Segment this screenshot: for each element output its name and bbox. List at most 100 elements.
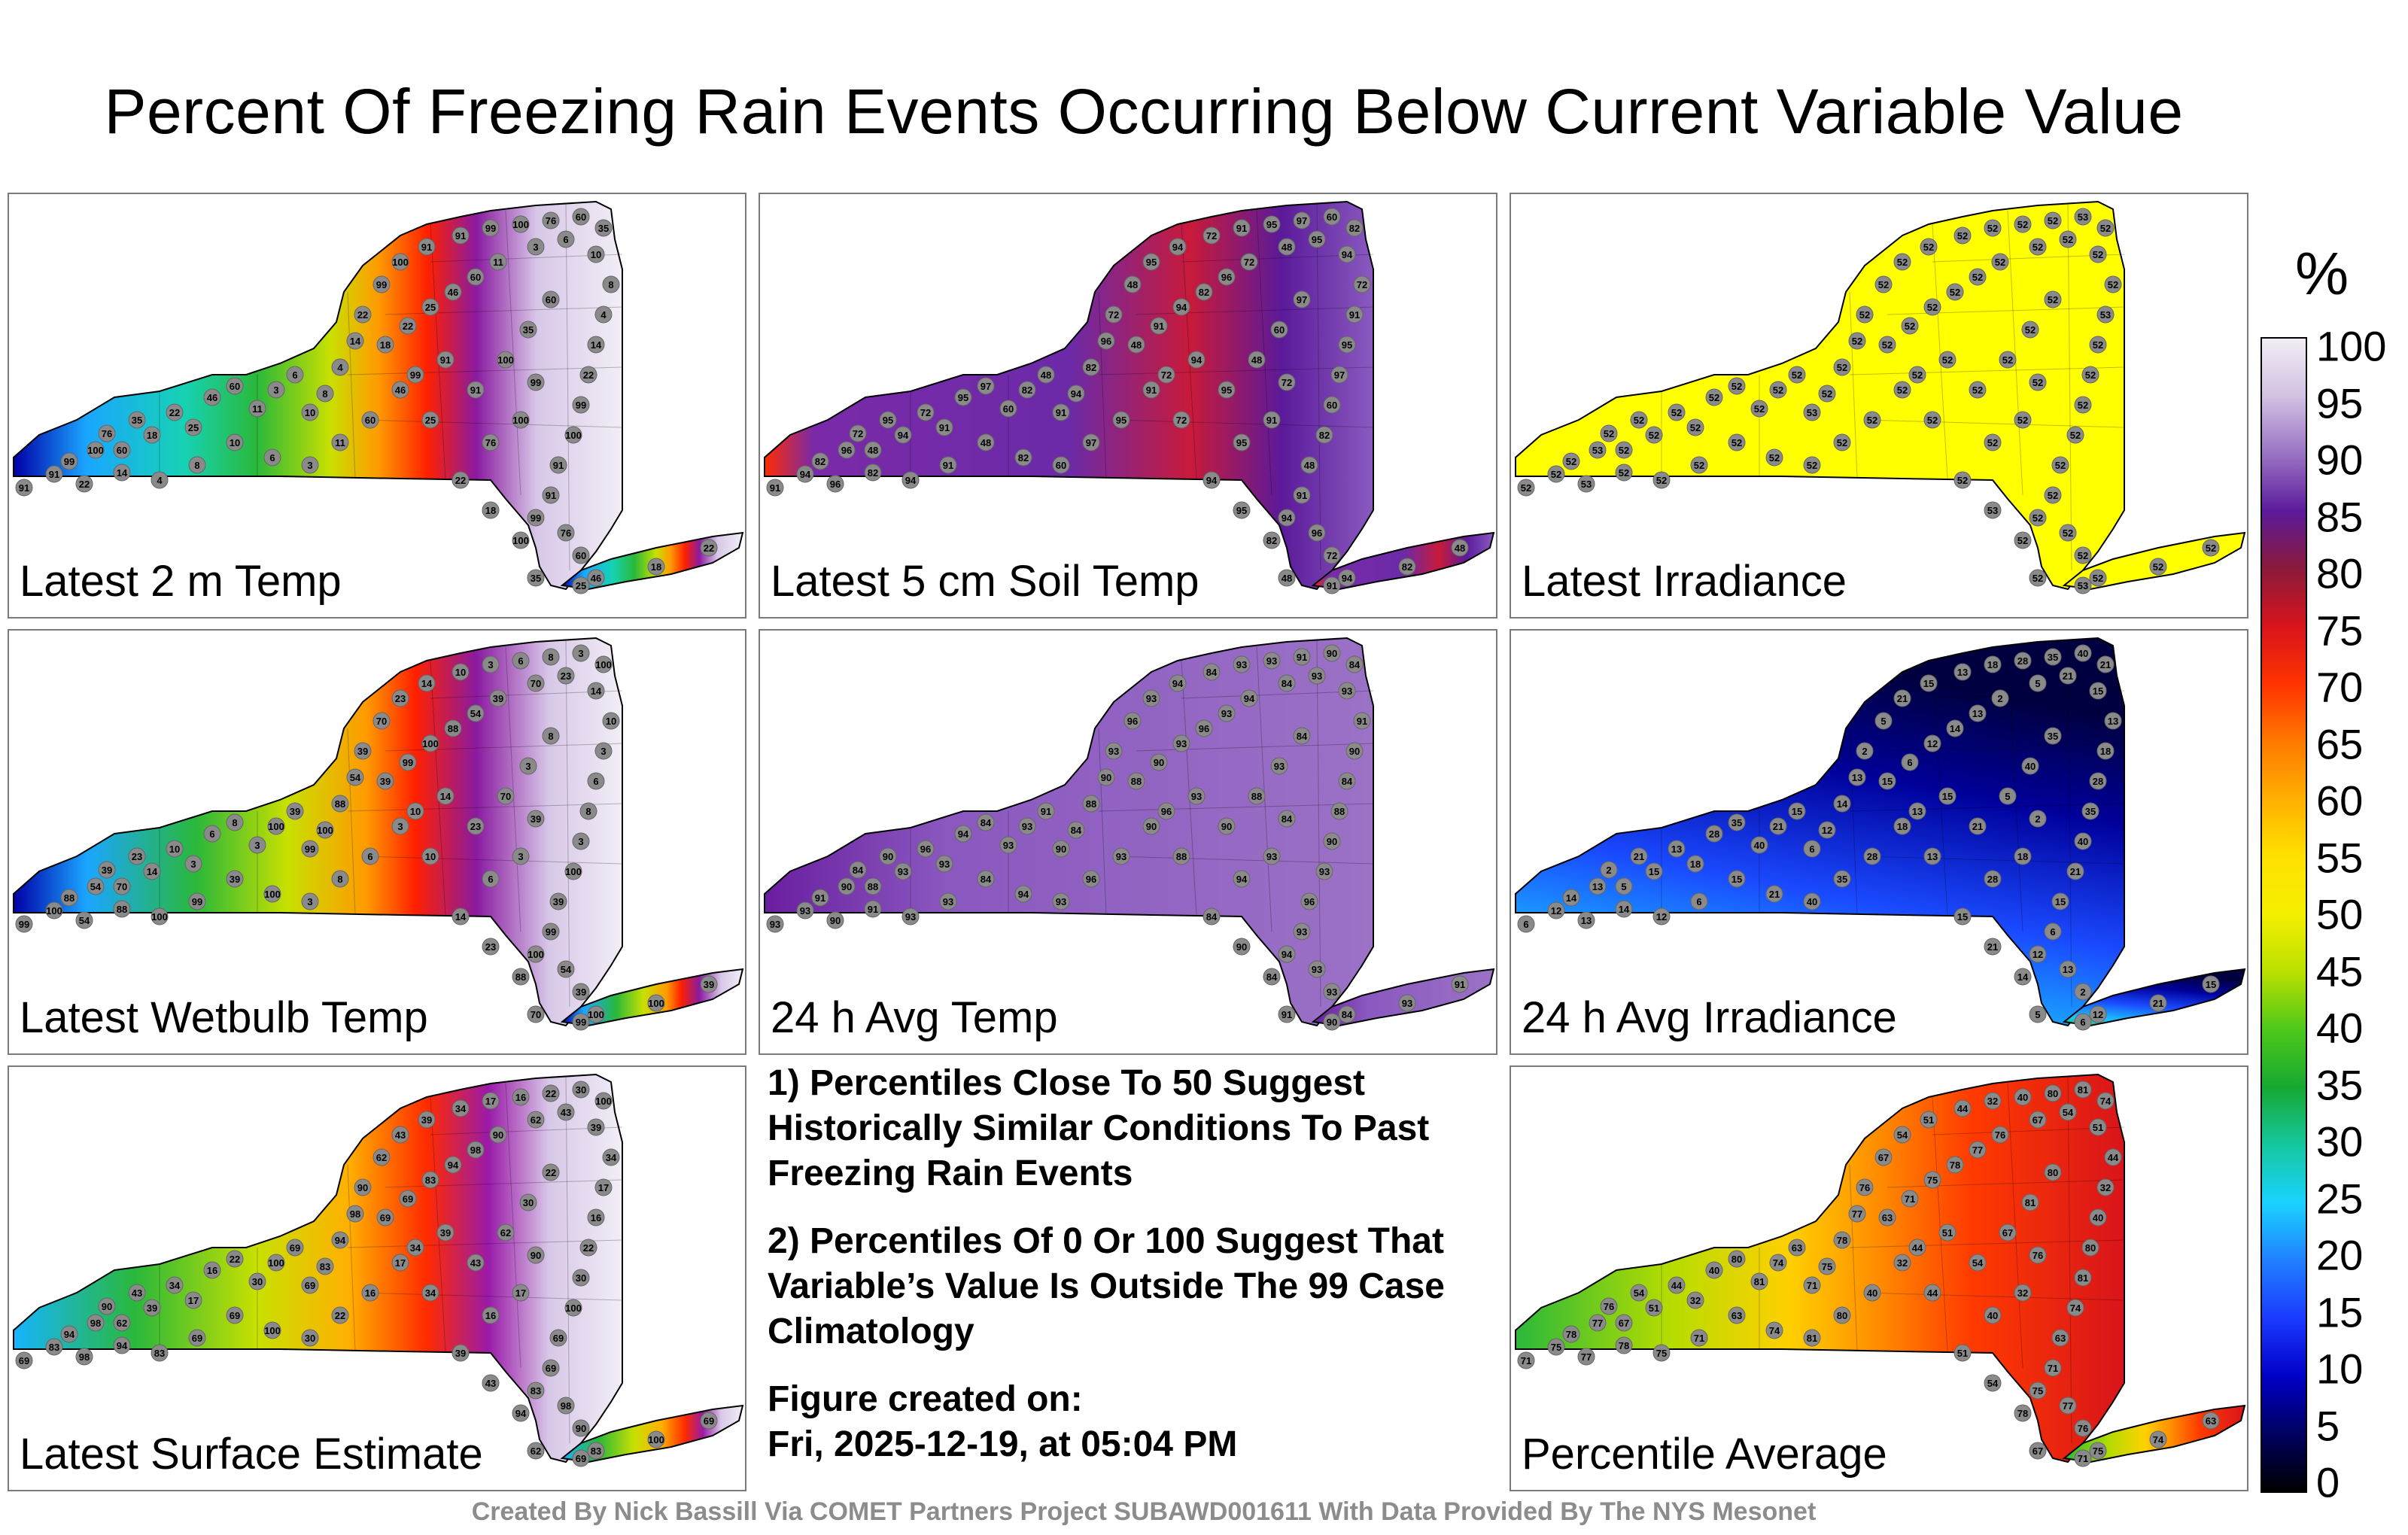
map-panel-3: 52 52 52 53 52 52 52 52 52 52 52 52 52 52 52 53 52 52 52 52… xyxy=(1510,193,2248,619)
svg-text:39: 39 xyxy=(553,896,564,907)
svg-text:97: 97 xyxy=(1297,215,1307,226)
svg-text:6: 6 xyxy=(593,776,598,787)
station-marker: 23 xyxy=(128,847,146,865)
station-marker: 93 xyxy=(1218,704,1236,722)
svg-text:39: 39 xyxy=(704,979,714,990)
station-marker: 91 xyxy=(549,456,567,474)
station-marker: 93 xyxy=(1018,817,1036,835)
svg-text:52: 52 xyxy=(2055,460,2066,471)
station-marker: 52 xyxy=(2044,290,2062,309)
station-marker: 43 xyxy=(557,1103,575,1121)
station-marker: 95 xyxy=(879,411,897,429)
station-marker: 52 xyxy=(1765,448,1783,467)
svg-text:18: 18 xyxy=(1987,659,1998,670)
station-marker: 75 xyxy=(1547,1338,1565,1356)
station-marker: 52 xyxy=(2089,569,2107,587)
station-marker: 69 xyxy=(286,1239,304,1257)
svg-text:17: 17 xyxy=(188,1295,199,1306)
svg-text:23: 23 xyxy=(470,821,481,832)
svg-text:75: 75 xyxy=(1927,1175,1938,1186)
station-marker: 91 xyxy=(436,351,455,369)
svg-text:18: 18 xyxy=(147,430,157,441)
svg-text:48: 48 xyxy=(1304,460,1315,471)
station-marker: 34 xyxy=(166,1276,184,1294)
station-marker: 63 xyxy=(1878,1208,1896,1226)
station-marker: 3 xyxy=(267,381,285,399)
station-marker: 76 xyxy=(2029,1246,2047,1264)
station-marker: 53 xyxy=(1589,441,1607,459)
svg-text:76: 76 xyxy=(2078,1423,2088,1434)
svg-text:72: 72 xyxy=(1357,279,1367,290)
svg-text:83: 83 xyxy=(425,1175,436,1186)
svg-text:54: 54 xyxy=(1987,1378,1999,1389)
station-marker: 100 xyxy=(267,817,285,835)
svg-text:4: 4 xyxy=(600,309,607,321)
svg-text:14: 14 xyxy=(440,791,451,802)
station-marker: 12 xyxy=(2029,945,2047,963)
svg-text:60: 60 xyxy=(230,381,240,392)
svg-text:95: 95 xyxy=(1116,415,1126,426)
station-marker: 94 xyxy=(1172,298,1190,316)
note-1: 1) Percentiles Close To 50 Suggest Histo… xyxy=(768,1063,1430,1193)
svg-text:30: 30 xyxy=(576,1084,586,1096)
svg-text:39: 39 xyxy=(440,1227,451,1239)
svg-text:94: 94 xyxy=(1342,249,1353,260)
station-marker: 13 xyxy=(1848,768,1866,786)
svg-text:4: 4 xyxy=(157,475,163,486)
svg-text:94: 94 xyxy=(1191,354,1202,366)
station-marker: 96 xyxy=(1097,332,1115,350)
station-marker: 93 xyxy=(1308,960,1326,978)
station-marker: 35 xyxy=(128,411,146,429)
svg-text:84: 84 xyxy=(1206,667,1218,678)
svg-text:28: 28 xyxy=(1987,874,1998,885)
svg-text:21: 21 xyxy=(2063,670,2073,682)
svg-text:71: 71 xyxy=(1521,1355,1531,1366)
svg-text:15: 15 xyxy=(2055,896,2066,907)
station-marker: 76 xyxy=(557,524,575,542)
svg-text:98: 98 xyxy=(79,1351,90,1363)
station-marker: 3 xyxy=(391,817,409,835)
station-marker: 96 xyxy=(1123,712,1142,730)
svg-text:90: 90 xyxy=(1327,648,1337,659)
svg-text:10: 10 xyxy=(455,667,466,678)
station-marker: 94 xyxy=(1067,385,1085,403)
station-marker: 91 xyxy=(811,889,829,907)
svg-text:93: 93 xyxy=(943,896,953,907)
svg-text:22: 22 xyxy=(583,1242,594,1254)
svg-text:17: 17 xyxy=(395,1257,406,1269)
station-marker: 69 xyxy=(572,1449,590,1467)
colorbar-tick: 95 xyxy=(2316,379,2364,427)
svg-text:35: 35 xyxy=(2085,806,2096,817)
station-marker: 13 xyxy=(1923,847,1941,865)
svg-text:100: 100 xyxy=(595,659,612,670)
svg-text:96: 96 xyxy=(1312,527,1322,539)
station-marker: 51 xyxy=(1645,1299,1663,1317)
svg-text:48: 48 xyxy=(981,437,991,448)
svg-text:88: 88 xyxy=(1251,791,1262,802)
station-marker: 93 xyxy=(1293,923,1311,941)
svg-text:6: 6 xyxy=(518,655,523,667)
svg-text:82: 82 xyxy=(815,456,825,467)
station-marker: 75 xyxy=(1652,1344,1671,1362)
station-marker: 71 xyxy=(1517,1351,1535,1369)
station-marker: 54 xyxy=(346,768,364,786)
svg-text:3: 3 xyxy=(600,746,606,757)
svg-text:62: 62 xyxy=(500,1227,511,1239)
station-marker: 6 xyxy=(1803,840,1821,858)
station-marker: 39 xyxy=(143,1299,161,1317)
svg-text:99: 99 xyxy=(531,377,541,388)
station-marker: 80 xyxy=(1833,1306,1851,1324)
svg-text:63: 63 xyxy=(1732,1310,1742,1321)
svg-text:99: 99 xyxy=(403,757,413,768)
station-marker: 39 xyxy=(98,861,116,879)
station-marker: 60 xyxy=(361,411,379,429)
station-marker: 22 xyxy=(75,475,93,493)
station-marker: 96 xyxy=(1300,892,1318,910)
svg-text:93: 93 xyxy=(1116,851,1126,862)
station-marker: 52 xyxy=(1690,456,1708,474)
station-marker: 60 xyxy=(1270,321,1288,339)
station-marker: 52 xyxy=(2029,509,2047,527)
station-marker: 3 xyxy=(184,855,202,873)
station-marker: 90 xyxy=(98,1297,116,1315)
svg-text:80: 80 xyxy=(2048,1088,2058,1099)
